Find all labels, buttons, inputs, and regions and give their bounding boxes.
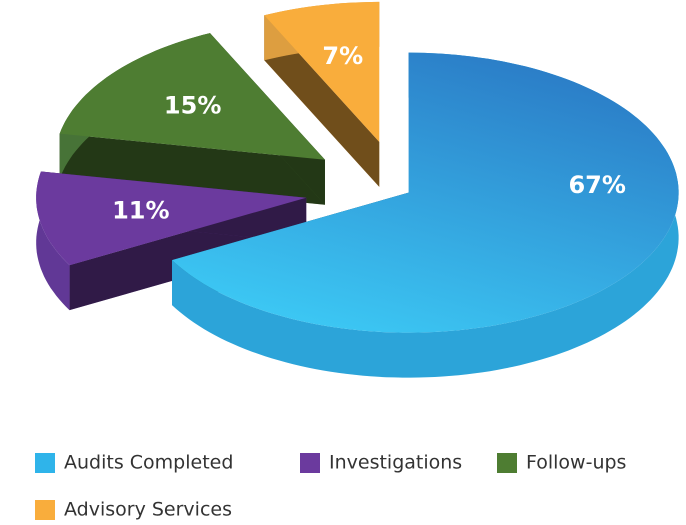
slice-side-shade: [59, 133, 325, 205]
data-label: 11%: [112, 196, 169, 224]
legend-label: Advisory Services: [64, 499, 232, 521]
slice-wall-shade: [36, 171, 70, 311]
slice-wall: [36, 171, 70, 311]
legend-label: Investigations: [329, 452, 462, 474]
pie-slice: [264, 1, 380, 187]
slice-top: [59, 33, 325, 160]
legend-label: Follow-ups: [526, 452, 626, 474]
legend-swatch: [35, 453, 55, 473]
pie: 7% 15% 11% 67%: [36, 1, 679, 378]
legend-swatch: [497, 453, 517, 473]
slice-side-shade: [264, 15, 380, 187]
pie-slice: [36, 171, 307, 311]
pie-slice: [59, 33, 325, 205]
slice-top: [172, 52, 679, 333]
slice-top: [264, 1, 380, 142]
legend: Audits Completed Investigations Follow-ups…: [35, 452, 626, 521]
legend-label: Audits Completed: [64, 452, 233, 474]
data-label: 7%: [322, 42, 363, 70]
data-label: 15%: [164, 92, 221, 120]
pie-slice: [172, 52, 679, 378]
slice-top: [36, 171, 307, 266]
legend-swatch: [35, 500, 55, 520]
legend-swatch: [300, 453, 320, 473]
data-label: 67%: [568, 171, 625, 199]
